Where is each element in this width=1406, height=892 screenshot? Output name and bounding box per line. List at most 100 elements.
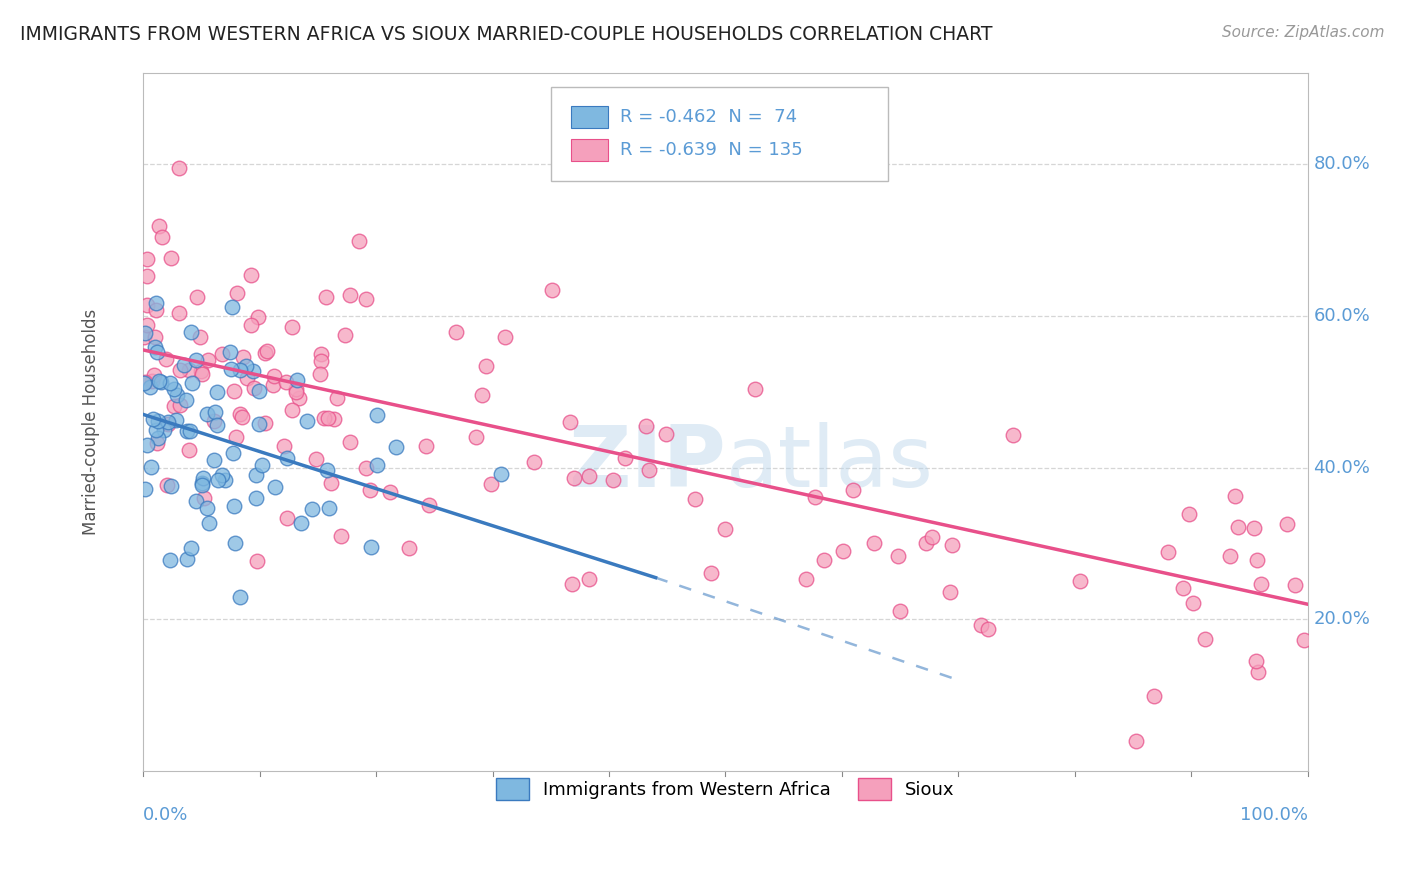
Point	[228, 590, 250, 604]
Point	[714, 522, 737, 536]
Point	[207, 418, 229, 433]
Point	[221, 300, 243, 314]
Point	[264, 480, 287, 494]
Point	[177, 363, 200, 377]
Point	[219, 362, 242, 376]
Point	[135, 318, 157, 333]
Point	[246, 554, 269, 568]
Point	[197, 353, 219, 368]
Point	[494, 330, 516, 344]
Point	[1250, 577, 1272, 591]
Point	[309, 354, 332, 368]
Point	[142, 368, 165, 382]
Point	[366, 458, 388, 472]
Text: R = -0.639  N = 135: R = -0.639 N = 135	[620, 141, 803, 159]
Point	[242, 364, 264, 378]
Point	[179, 424, 201, 438]
Point	[305, 452, 328, 467]
Point	[540, 284, 562, 298]
Point	[842, 483, 865, 497]
Point	[290, 516, 312, 530]
Point	[318, 410, 340, 425]
Point	[285, 385, 308, 400]
Point	[339, 288, 361, 302]
Point	[207, 385, 229, 400]
Point	[169, 363, 191, 377]
Point	[195, 501, 218, 516]
Text: Source: ZipAtlas.com: Source: ZipAtlas.com	[1222, 25, 1385, 40]
Point	[165, 413, 187, 427]
Point	[143, 340, 166, 354]
Point	[143, 330, 166, 344]
Point	[316, 463, 339, 477]
Point	[134, 326, 156, 340]
Point	[231, 410, 253, 425]
Point	[159, 251, 181, 265]
Point	[312, 411, 335, 425]
Point	[655, 427, 678, 442]
Point	[471, 388, 494, 402]
Point	[134, 482, 156, 496]
Point	[191, 471, 214, 485]
Point	[146, 431, 169, 445]
Point	[1125, 733, 1147, 747]
Point	[360, 540, 382, 554]
Point	[254, 346, 277, 360]
Point	[136, 298, 159, 312]
Point	[176, 393, 198, 408]
Point	[162, 399, 184, 413]
Point	[176, 552, 198, 566]
Point	[218, 344, 240, 359]
Point	[186, 352, 208, 367]
Point	[1292, 633, 1315, 648]
Point	[229, 363, 252, 377]
Point	[1244, 654, 1267, 668]
Point	[309, 347, 332, 361]
Text: ZIP: ZIP	[568, 423, 725, 506]
Point	[287, 391, 309, 405]
Point	[245, 491, 267, 505]
Point	[295, 414, 318, 428]
Point	[1143, 689, 1166, 703]
Point	[921, 530, 943, 544]
Text: 40.0%: 40.0%	[1313, 458, 1371, 476]
Point	[253, 416, 276, 430]
Point	[188, 330, 211, 344]
Point	[235, 359, 257, 374]
Text: 0.0%: 0.0%	[143, 806, 188, 824]
Point	[156, 477, 179, 491]
Point	[173, 358, 195, 372]
Point	[744, 382, 766, 396]
Point	[157, 417, 180, 432]
Point	[1157, 545, 1180, 559]
Point	[145, 423, 167, 437]
Point	[862, 536, 884, 550]
Point	[146, 414, 169, 428]
Point	[145, 296, 167, 310]
Point	[176, 424, 198, 438]
Point	[356, 292, 378, 306]
Text: 80.0%: 80.0%	[1313, 155, 1371, 173]
Point	[683, 492, 706, 507]
Point	[562, 471, 585, 485]
Point	[938, 585, 960, 599]
Point	[134, 375, 156, 389]
Point	[832, 544, 855, 558]
Point	[157, 415, 180, 429]
FancyBboxPatch shape	[551, 87, 889, 181]
Point	[167, 306, 190, 320]
Point	[339, 435, 361, 450]
Point	[211, 467, 233, 482]
Point	[169, 398, 191, 412]
FancyBboxPatch shape	[571, 138, 607, 161]
Point	[159, 553, 181, 567]
Point	[139, 380, 162, 394]
Point	[166, 387, 188, 401]
Point	[256, 344, 278, 359]
Point	[1275, 517, 1298, 532]
Point	[446, 325, 468, 339]
Point	[356, 461, 378, 475]
Point	[301, 502, 323, 516]
Point	[136, 252, 159, 267]
Point	[276, 511, 298, 525]
